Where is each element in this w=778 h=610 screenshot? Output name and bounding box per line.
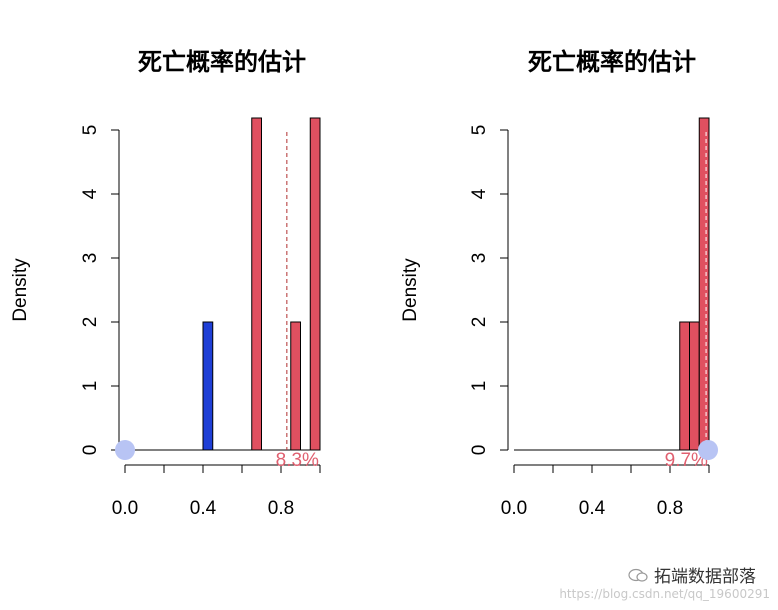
- histogram-bar: [689, 321, 700, 451]
- estimate-point: [698, 440, 719, 460]
- watermark-url: https://blog.csdn.net/qq_19600291: [559, 587, 770, 601]
- y-tick-label: 2: [469, 317, 490, 328]
- chart-title: 死亡概率的估计: [528, 47, 696, 76]
- y-tick-label: 0: [469, 445, 490, 456]
- histogram-bar: [202, 321, 214, 451]
- histogram-bar: [679, 321, 690, 451]
- watermark-brand: 拓端数据部落: [628, 562, 756, 587]
- x-tick-label: 0.4: [579, 498, 606, 519]
- y-axis-label: Density: [10, 258, 31, 322]
- histogram-bar: [251, 117, 262, 451]
- y-tick-label: 1: [80, 381, 101, 392]
- percentage-annotation: 9.7%: [665, 450, 708, 471]
- y-tick-label: 4: [469, 188, 490, 199]
- y-tick-label: 5: [80, 125, 101, 136]
- chart-title: 死亡概率的估计: [138, 47, 306, 76]
- x-tick-label: 0.0: [112, 498, 138, 519]
- y-tick-label: 0: [80, 445, 101, 456]
- y-tick-label: 5: [469, 125, 490, 136]
- histogram-bar: [698, 117, 710, 451]
- y-tick-label: 4: [80, 188, 101, 199]
- y-tick-label: 2: [80, 317, 101, 328]
- estimate-point: [115, 440, 135, 460]
- percentage-annotation: 8.3%: [276, 450, 319, 471]
- y-tick-label: 3: [80, 253, 101, 264]
- chart-panel-2: 死亡概率的估计 Density 0 1 2 3 4 5 0.0 0.4 0.8 9.7%: [400, 47, 719, 519]
- y-axis-label: Density: [400, 258, 421, 322]
- watermark-brand-text: 拓端数据部落: [654, 567, 756, 587]
- x-tick-label: 0.8: [268, 498, 294, 519]
- x-tick-label: 0.8: [657, 498, 683, 519]
- histogram-bar: [309, 117, 321, 451]
- chart-panel-1: 死亡概率的估计 Density 0 1 2 3 4 5 0.0 0.4 0.8 8.3%: [10, 47, 321, 519]
- wechat-logo-icon: [628, 568, 648, 582]
- histogram-bar: [290, 321, 301, 451]
- x-tick-label: 0.4: [190, 498, 217, 519]
- x-tick-label: 0.0: [501, 498, 527, 519]
- y-tick-label: 3: [469, 253, 490, 264]
- y-tick-label: 1: [469, 381, 490, 392]
